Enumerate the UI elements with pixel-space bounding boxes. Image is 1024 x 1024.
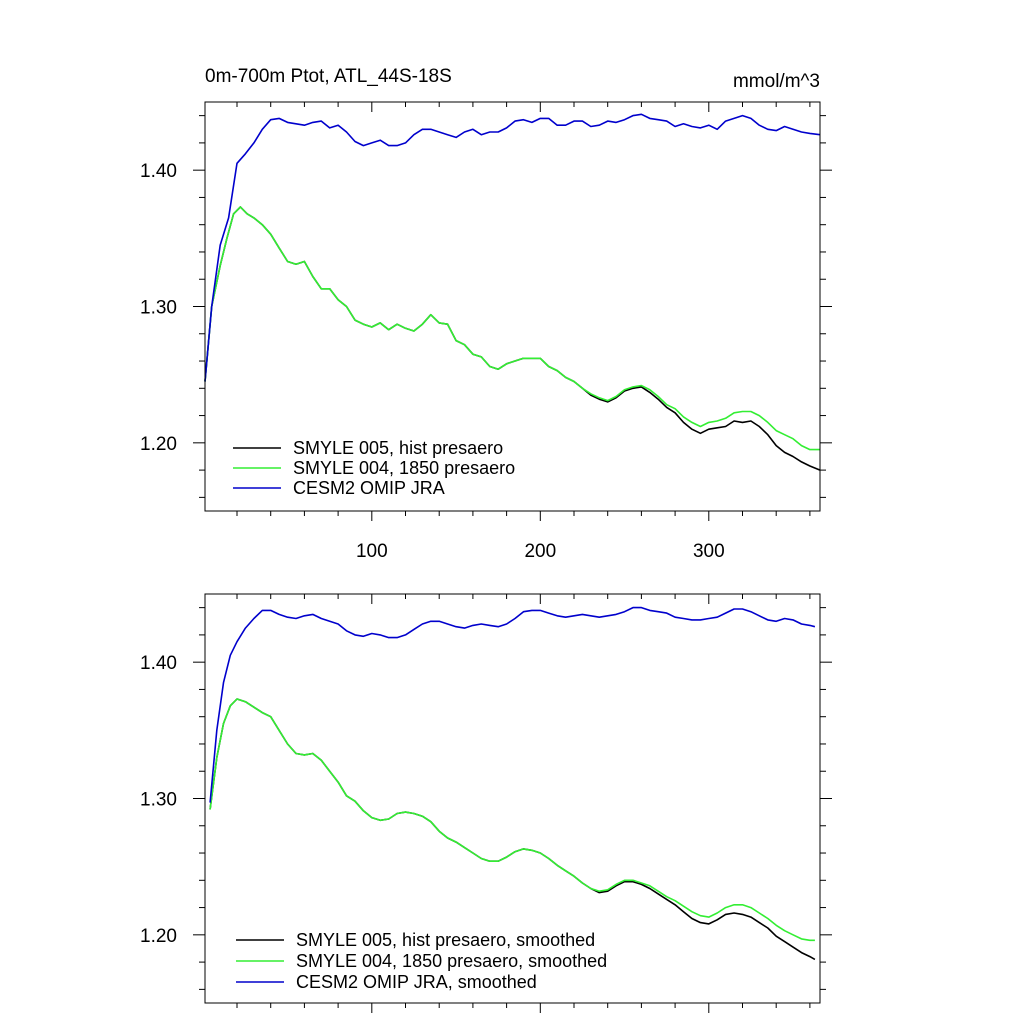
bottom-panel: 1.20 1.30 1.40 SMYLE 005, hist presaero, s…: [140, 593, 832, 1013]
x-tick-label: 100: [356, 541, 388, 562]
series-line-1: [209, 698, 815, 942]
x-tick-label: 200: [524, 541, 556, 562]
y-tick-label: 1.30: [140, 298, 177, 319]
legend: SMYLE 005, hist presaero, smoothedSMYLE …: [236, 930, 607, 992]
y-tick-label: 1.40: [140, 161, 177, 182]
chart-title: 0m-700m Ptot, ATL_44S-18S: [205, 66, 452, 87]
legend-label: CESM2 OMIP JRA: [293, 478, 445, 498]
legend-label: SMYLE 004, 1850 presaero, smoothed: [296, 951, 607, 971]
legend-label: SMYLE 005, hist presaero, smoothed: [296, 930, 595, 950]
legend-label: CESM2 OMIP JRA, smoothed: [296, 972, 537, 992]
y-tick-label: 1.30: [140, 790, 177, 811]
y-tick-label: 1.20: [140, 434, 177, 455]
series-line-2: [204, 113, 821, 382]
series-line-1: [204, 206, 820, 451]
units-label: mmol/m^3: [733, 71, 820, 92]
legend-label: SMYLE 005, hist presaero: [293, 438, 503, 458]
x-tick-label: 300: [693, 541, 725, 562]
series-line-2: [209, 606, 816, 803]
series-line-0: [204, 206, 821, 471]
top-panel: 0m-700m Ptot, ATL_44S-18S mmol/m^3 100 20…: [140, 66, 832, 562]
legend-label: SMYLE 004, 1850 presaero: [293, 458, 515, 478]
y-tick-label: 1.20: [140, 926, 177, 947]
y-tick-label: 1.40: [140, 653, 177, 674]
series-line-0: [209, 698, 816, 961]
